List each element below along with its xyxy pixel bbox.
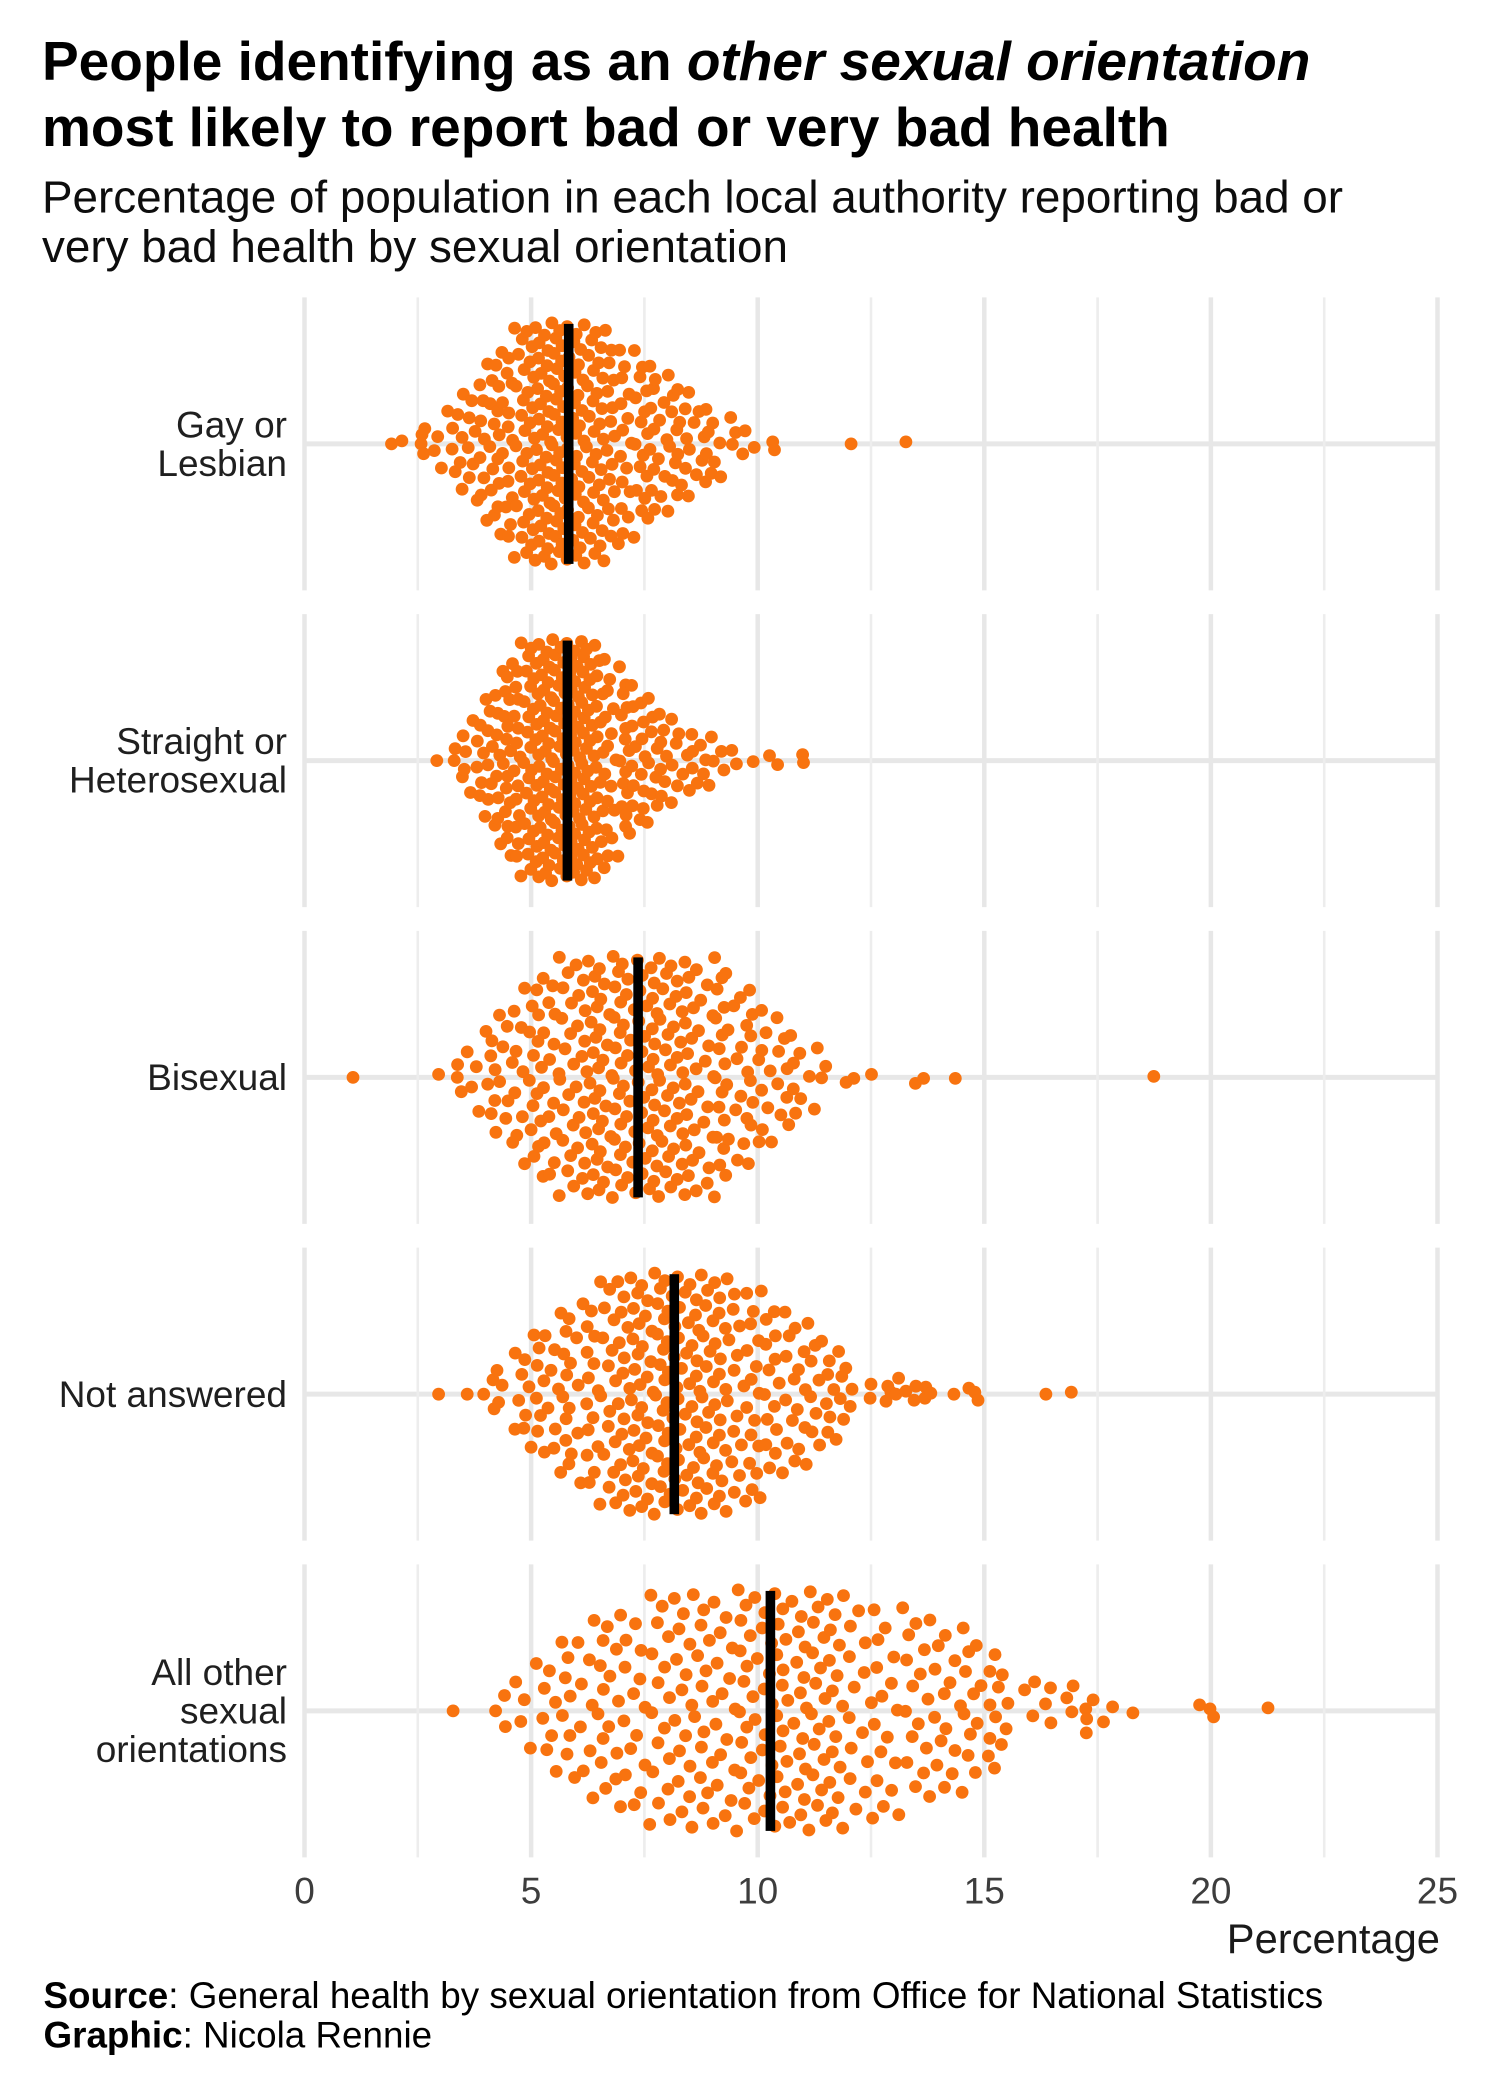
svg-text:Lesbian: Lesbian: [157, 443, 287, 484]
svg-text:Percentage: Percentage: [1227, 1915, 1440, 1962]
svg-text:very bad health by sexual orie: very bad health by sexual orientation: [42, 221, 788, 272]
svg-text:People identifying as an other: People identifying as an other sexual or…: [42, 30, 1310, 92]
svg-text:Straight or: Straight or: [116, 721, 287, 762]
svg-text:5: 5: [521, 1870, 542, 1911]
svg-text:Not answered: Not answered: [59, 1374, 287, 1415]
svg-text:0: 0: [294, 1870, 315, 1911]
svg-text:10: 10: [737, 1870, 778, 1911]
svg-text:sexual: sexual: [180, 1691, 287, 1732]
svg-text:Heterosexual: Heterosexual: [69, 760, 287, 801]
svg-text:Gay or: Gay or: [176, 404, 287, 445]
svg-text:20: 20: [1190, 1870, 1231, 1911]
svg-text:most likely to report bad or v: most likely to report bad or very bad he…: [42, 96, 1170, 158]
svg-text:Bisexual: Bisexual: [147, 1057, 287, 1098]
svg-text:Percentage of population in ea: Percentage of population in each local a…: [42, 172, 1343, 223]
svg-text:Graphic: Nicola Rennie: Graphic: Nicola Rennie: [44, 2015, 433, 2056]
svg-text:25: 25: [1417, 1870, 1458, 1911]
svg-text:orientations: orientations: [96, 1729, 287, 1770]
svg-text:15: 15: [964, 1870, 1005, 1911]
svg-text:Source: General health by sexu: Source: General health by sexual orienta…: [44, 1975, 1324, 2016]
svg-text:All other: All other: [151, 1652, 287, 1693]
